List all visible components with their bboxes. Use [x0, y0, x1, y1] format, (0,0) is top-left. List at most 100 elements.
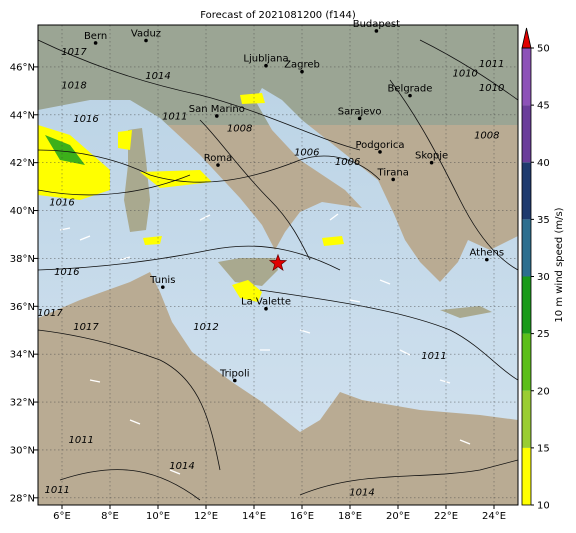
colorbar-tick-label: 15 — [537, 443, 550, 454]
x-tick-label: 8°E — [101, 511, 119, 522]
isobar-label: 1011 — [479, 59, 504, 70]
colorbar-segment — [522, 390, 531, 448]
x-tick-label: 24°E — [482, 511, 506, 522]
isobar-label: 1011 — [421, 351, 446, 362]
colorbar-segment — [522, 105, 531, 163]
isobar-label: 1010 — [452, 68, 477, 79]
city-dot — [357, 116, 362, 121]
x-tick-label: 10°E — [146, 511, 170, 522]
city-label: Roma — [204, 153, 233, 164]
x-tick-label: 12°E — [194, 511, 218, 522]
colorbar-tick-label: 45 — [537, 101, 550, 112]
colorbar-tick-label: 10 — [537, 501, 550, 512]
y-tick-label: 42°N — [10, 158, 35, 169]
city-label: Vaduz — [131, 29, 161, 40]
y-tick-label: 40°N — [10, 206, 35, 217]
colorbar-tick-label: 35 — [537, 215, 550, 226]
colorbar-segment — [522, 276, 531, 334]
city-dot — [408, 93, 412, 98]
city-label: Sarajevo — [338, 106, 382, 117]
isobars — [38, 39, 518, 501]
city-dot — [161, 285, 165, 289]
colorbar-segment — [522, 333, 531, 391]
city-dot — [144, 38, 148, 43]
city-label: Podgorica — [355, 140, 404, 151]
isobar-label: 1008 — [227, 124, 252, 135]
isobar-label: 1011 — [44, 485, 69, 496]
wind-area — [45, 135, 85, 165]
x-tick-label: 14°E — [242, 511, 266, 522]
colorbar-label: 10 m wind speed (m/s) — [554, 207, 565, 322]
title: Forecast of 2021081200 (f144) — [200, 10, 356, 21]
city-dot — [215, 114, 219, 118]
city-label: Zagreb — [284, 60, 320, 71]
colorbar-tick-label: 40 — [537, 158, 550, 169]
colorbar-segment — [522, 219, 531, 277]
city-label: Skopje — [415, 151, 448, 162]
colorbar-segment — [522, 162, 531, 220]
isobar-label: 1016 — [54, 267, 79, 278]
colorbar-tick-label: 50 — [537, 44, 550, 55]
isobar-label: 1006 — [335, 157, 360, 168]
x-tick-label: 6°E — [53, 511, 71, 522]
x-tick-label: 16°E — [290, 511, 314, 522]
city-label: Ljubljana — [243, 54, 288, 65]
y-tick-label: 36°N — [10, 302, 35, 313]
city-label: Tirana — [377, 167, 409, 178]
colorbar-tick-label: 20 — [537, 386, 550, 397]
wind-area — [232, 280, 262, 302]
y-tick-label: 44°N — [10, 110, 35, 121]
x-tick-label: 18°E — [338, 511, 362, 522]
x-tick-label: 20°E — [386, 511, 410, 522]
isobar-label: 1017 — [37, 308, 63, 319]
island — [440, 306, 492, 318]
city-label: Bern — [84, 31, 107, 42]
isobar-label: 1014 — [169, 461, 194, 472]
isobar-label: 1011 — [68, 435, 93, 446]
y-tick-label: 32°N — [10, 398, 35, 409]
colorbar-tick-label: 30 — [537, 272, 550, 283]
wind-barbs — [59, 213, 471, 475]
isobar-label: 1011 — [162, 112, 187, 123]
isobar-label: 1016 — [49, 198, 74, 209]
location-marker — [268, 253, 288, 271]
wind-area — [322, 236, 344, 246]
city-label: Tripoli — [219, 369, 250, 380]
isobar-label: 1010 — [479, 83, 504, 94]
map-frame — [37, 24, 519, 506]
isobar-label: 1018 — [61, 80, 86, 91]
wind-area — [240, 93, 265, 104]
isobar-label: 1017 — [61, 47, 87, 58]
isobar-label: 1014 — [145, 71, 170, 82]
city-dot — [374, 29, 379, 33]
city-label: La Valette — [241, 297, 291, 308]
wind-area — [118, 130, 132, 150]
island — [124, 128, 150, 232]
city-label: San Marino — [189, 104, 245, 115]
y-tick-label: 34°N — [10, 350, 35, 361]
colorbar-segment — [522, 48, 531, 106]
city-label: Belgrade — [388, 84, 433, 95]
city-label: Budapest — [353, 19, 400, 30]
isobar-label: 1014 — [349, 487, 374, 498]
city-dot — [264, 63, 268, 68]
city-dot — [391, 177, 396, 182]
grid — [38, 25, 518, 505]
city-dot — [264, 306, 268, 311]
isobar-label: 1008 — [474, 131, 499, 142]
colorbar-extension — [521, 27, 532, 49]
y-tick-label: 46°N — [10, 62, 35, 73]
island — [218, 258, 278, 286]
city-dot — [300, 69, 304, 74]
isobar-label: 1017 — [73, 322, 99, 333]
city-dot — [429, 160, 434, 165]
city-dot — [93, 41, 98, 45]
isobar-label: 1012 — [193, 322, 218, 333]
city-dot — [233, 378, 237, 383]
y-tick-label: 38°N — [10, 254, 35, 265]
y-tick-label: 28°N — [10, 493, 35, 504]
y-tick-label: 30°N — [10, 445, 35, 456]
x-tick-label: 22°E — [434, 511, 458, 522]
colorbar-segment — [522, 447, 531, 505]
